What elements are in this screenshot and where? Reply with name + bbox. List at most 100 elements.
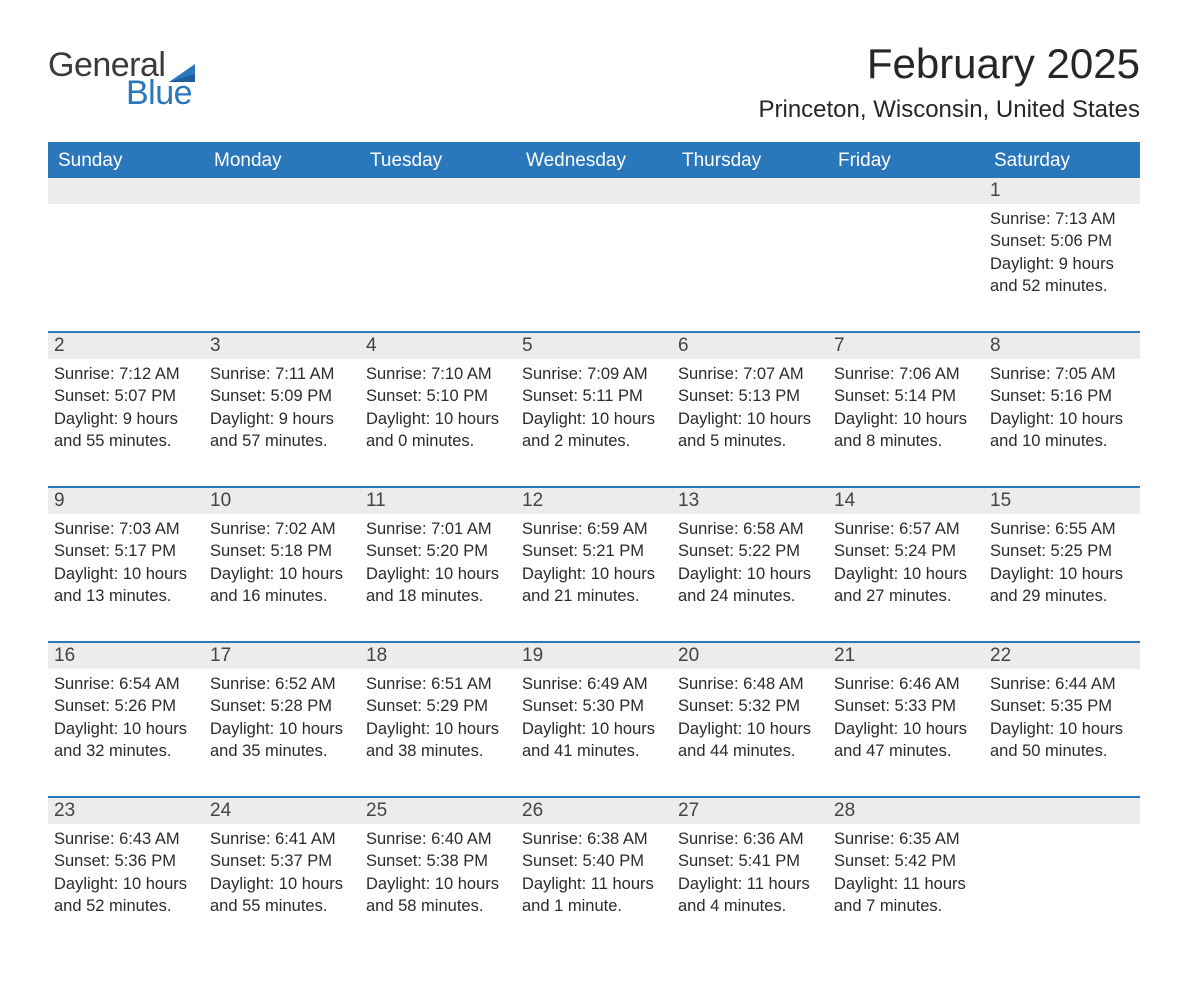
day-body-cell: Sunrise: 7:07 AMSunset: 5:13 PMDaylight:… <box>672 359 828 487</box>
daylight-line: Daylight: 10 hours and 24 minutes. <box>678 563 822 608</box>
sunrise-line: Sunrise: 6:49 AM <box>522 673 666 695</box>
day-number-cell: 15 <box>984 487 1140 514</box>
day-body-row: Sunrise: 7:12 AMSunset: 5:07 PMDaylight:… <box>48 359 1140 487</box>
sunrise-line: Sunrise: 7:01 AM <box>366 518 510 540</box>
day-number-cell <box>204 178 360 204</box>
day-body-cell: Sunrise: 6:40 AMSunset: 5:38 PMDaylight:… <box>360 824 516 952</box>
daylight-line: Daylight: 10 hours and 10 minutes. <box>990 408 1134 453</box>
title-block: February 2025 Princeton, Wisconsin, Unit… <box>758 40 1140 124</box>
header: General Blue February 2025 Princeton, Wi… <box>48 40 1140 124</box>
daylight-line: Daylight: 10 hours and 47 minutes. <box>834 718 978 763</box>
sunrise-line: Sunrise: 6:38 AM <box>522 828 666 850</box>
sunset-line: Sunset: 5:11 PM <box>522 385 666 407</box>
sunrise-line: Sunrise: 6:48 AM <box>678 673 822 695</box>
day-body-cell <box>516 204 672 332</box>
day-body-cell: Sunrise: 6:54 AMSunset: 5:26 PMDaylight:… <box>48 669 204 797</box>
sunset-line: Sunset: 5:42 PM <box>834 850 978 872</box>
day-body-cell: Sunrise: 6:55 AMSunset: 5:25 PMDaylight:… <box>984 514 1140 642</box>
sunrise-line: Sunrise: 6:54 AM <box>54 673 198 695</box>
sunrise-line: Sunrise: 6:43 AM <box>54 828 198 850</box>
daylight-line: Daylight: 10 hours and 58 minutes. <box>366 873 510 918</box>
sunrise-line: Sunrise: 6:58 AM <box>678 518 822 540</box>
day-number-cell <box>360 178 516 204</box>
weekday-header: Saturday <box>984 143 1140 178</box>
sunrise-line: Sunrise: 6:59 AM <box>522 518 666 540</box>
daylight-line: Daylight: 10 hours and 41 minutes. <box>522 718 666 763</box>
day-body-cell: Sunrise: 7:13 AMSunset: 5:06 PMDaylight:… <box>984 204 1140 332</box>
day-body-cell: Sunrise: 6:44 AMSunset: 5:35 PMDaylight:… <box>984 669 1140 797</box>
sunrise-line: Sunrise: 6:41 AM <box>210 828 354 850</box>
sunset-line: Sunset: 5:25 PM <box>990 540 1134 562</box>
day-body-cell: Sunrise: 6:57 AMSunset: 5:24 PMDaylight:… <box>828 514 984 642</box>
day-body-cell: Sunrise: 7:10 AMSunset: 5:10 PMDaylight:… <box>360 359 516 487</box>
weekday-header: Monday <box>204 143 360 178</box>
day-number-row: 9101112131415 <box>48 487 1140 514</box>
day-body-cell: Sunrise: 6:43 AMSunset: 5:36 PMDaylight:… <box>48 824 204 952</box>
day-number-cell <box>828 178 984 204</box>
day-number-cell: 26 <box>516 797 672 824</box>
day-number-cell <box>516 178 672 204</box>
sunset-line: Sunset: 5:37 PM <box>210 850 354 872</box>
day-number-cell <box>672 178 828 204</box>
day-number-cell: 7 <box>828 332 984 359</box>
daylight-line: Daylight: 10 hours and 52 minutes. <box>54 873 198 918</box>
weekday-header: Wednesday <box>516 143 672 178</box>
weekday-header: Sunday <box>48 143 204 178</box>
day-number-cell: 24 <box>204 797 360 824</box>
sunrise-line: Sunrise: 6:52 AM <box>210 673 354 695</box>
daylight-line: Daylight: 10 hours and 16 minutes. <box>210 563 354 608</box>
day-body-cell: Sunrise: 7:01 AMSunset: 5:20 PMDaylight:… <box>360 514 516 642</box>
day-number-cell: 11 <box>360 487 516 514</box>
sunset-line: Sunset: 5:35 PM <box>990 695 1134 717</box>
day-body-cell: Sunrise: 6:35 AMSunset: 5:42 PMDaylight:… <box>828 824 984 952</box>
day-number-cell: 20 <box>672 642 828 669</box>
sunrise-line: Sunrise: 7:05 AM <box>990 363 1134 385</box>
sunrise-line: Sunrise: 7:02 AM <box>210 518 354 540</box>
sunrise-line: Sunrise: 7:11 AM <box>210 363 354 385</box>
sunrise-line: Sunrise: 6:40 AM <box>366 828 510 850</box>
day-body-row: Sunrise: 7:03 AMSunset: 5:17 PMDaylight:… <box>48 514 1140 642</box>
sunrise-line: Sunrise: 7:03 AM <box>54 518 198 540</box>
daylight-line: Daylight: 9 hours and 57 minutes. <box>210 408 354 453</box>
day-body-cell <box>48 204 204 332</box>
daylight-line: Daylight: 10 hours and 2 minutes. <box>522 408 666 453</box>
weekday-header: Friday <box>828 143 984 178</box>
sunset-line: Sunset: 5:10 PM <box>366 385 510 407</box>
logo: General Blue <box>48 40 195 110</box>
sunset-line: Sunset: 5:18 PM <box>210 540 354 562</box>
daylight-line: Daylight: 9 hours and 55 minutes. <box>54 408 198 453</box>
daylight-line: Daylight: 10 hours and 27 minutes. <box>834 563 978 608</box>
day-number-cell: 28 <box>828 797 984 824</box>
day-number-cell: 1 <box>984 178 1140 204</box>
daylight-line: Daylight: 9 hours and 52 minutes. <box>990 253 1134 298</box>
day-number-row: 16171819202122 <box>48 642 1140 669</box>
day-number-cell: 8 <box>984 332 1140 359</box>
sunset-line: Sunset: 5:14 PM <box>834 385 978 407</box>
day-number-cell: 18 <box>360 642 516 669</box>
sunrise-line: Sunrise: 6:35 AM <box>834 828 978 850</box>
daylight-line: Daylight: 10 hours and 29 minutes. <box>990 563 1134 608</box>
calendar-table: SundayMondayTuesdayWednesdayThursdayFrid… <box>48 142 1140 952</box>
sunrise-line: Sunrise: 7:12 AM <box>54 363 198 385</box>
day-body-cell: Sunrise: 6:58 AMSunset: 5:22 PMDaylight:… <box>672 514 828 642</box>
daylight-line: Daylight: 11 hours and 7 minutes. <box>834 873 978 918</box>
daylight-line: Daylight: 11 hours and 1 minute. <box>522 873 666 918</box>
sunset-line: Sunset: 5:24 PM <box>834 540 978 562</box>
sunset-line: Sunset: 5:16 PM <box>990 385 1134 407</box>
daylight-line: Daylight: 11 hours and 4 minutes. <box>678 873 822 918</box>
sunset-line: Sunset: 5:07 PM <box>54 385 198 407</box>
sunset-line: Sunset: 5:22 PM <box>678 540 822 562</box>
day-number-cell <box>984 797 1140 824</box>
day-body-cell: Sunrise: 6:36 AMSunset: 5:41 PMDaylight:… <box>672 824 828 952</box>
day-body-cell: Sunrise: 6:51 AMSunset: 5:29 PMDaylight:… <box>360 669 516 797</box>
daylight-line: Daylight: 10 hours and 13 minutes. <box>54 563 198 608</box>
sunrise-line: Sunrise: 6:55 AM <box>990 518 1134 540</box>
daylight-line: Daylight: 10 hours and 0 minutes. <box>366 408 510 453</box>
sunset-line: Sunset: 5:33 PM <box>834 695 978 717</box>
day-body-cell <box>828 204 984 332</box>
sunrise-line: Sunrise: 6:36 AM <box>678 828 822 850</box>
sunset-line: Sunset: 5:29 PM <box>366 695 510 717</box>
sunrise-line: Sunrise: 6:46 AM <box>834 673 978 695</box>
day-body-cell: Sunrise: 7:02 AMSunset: 5:18 PMDaylight:… <box>204 514 360 642</box>
day-body-cell: Sunrise: 6:48 AMSunset: 5:32 PMDaylight:… <box>672 669 828 797</box>
